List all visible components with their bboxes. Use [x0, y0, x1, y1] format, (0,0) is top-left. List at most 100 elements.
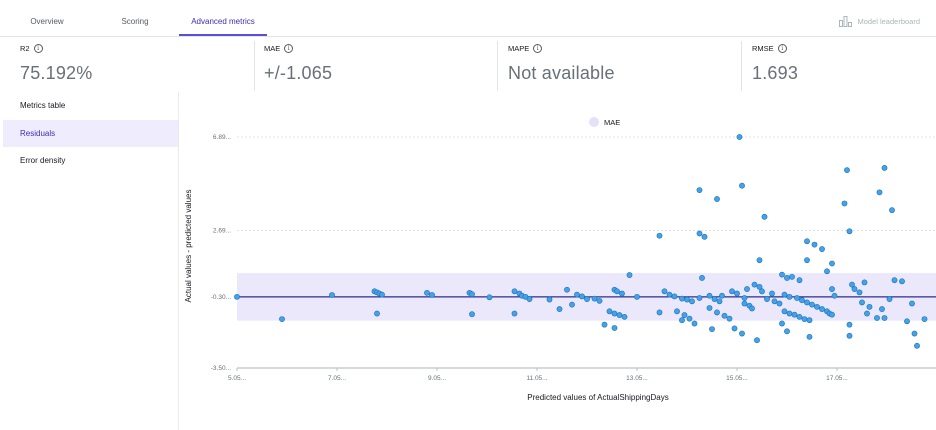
bar-chart-icon — [839, 15, 853, 27]
residual-point — [714, 196, 720, 202]
residual-point — [859, 299, 865, 306]
residual-point — [891, 277, 898, 284]
residual-point — [756, 283, 763, 290]
model-leaderboard-label: Model leaderboard — [857, 16, 920, 26]
sidebar-item-error-density[interactable]: Error density — [20, 156, 66, 165]
residual-point — [886, 296, 893, 302]
residual-point — [809, 301, 815, 308]
residual-point — [771, 298, 778, 305]
residual-point — [379, 291, 385, 298]
residual-point — [671, 293, 678, 300]
residual-point — [679, 317, 685, 324]
info-icon[interactable]: i — [33, 44, 43, 53]
sidebar-item-residuals[interactable]: Residuals — [3, 120, 178, 147]
y-tick-label: -3.50... — [211, 365, 231, 372]
residual-point — [626, 272, 633, 278]
residual-point — [696, 230, 703, 237]
residual-point — [511, 288, 518, 295]
residual-point — [374, 310, 380, 317]
residual-point — [721, 312, 728, 319]
residual-point — [796, 313, 803, 320]
residual-point — [689, 298, 695, 305]
x-tick-label: 13.05... — [626, 375, 648, 382]
metric-rmse-value: 1.693 — [752, 63, 799, 83]
residual-point — [686, 315, 693, 322]
residual-point — [656, 232, 663, 239]
y-axis-title: Actual values - predicted values — [184, 190, 193, 303]
residual-point — [279, 316, 285, 322]
residual-point — [879, 306, 885, 312]
residual-point — [666, 291, 673, 298]
residual-point — [814, 303, 820, 310]
residual-point — [526, 296, 533, 302]
x-tick-label: 11.05... — [526, 375, 547, 382]
residual-point — [429, 292, 435, 298]
residual-point — [784, 275, 790, 281]
model-leaderboard-button[interactable]: Model leaderboard — [839, 14, 920, 28]
residual-point — [769, 290, 775, 297]
residual-point — [829, 260, 835, 267]
residual-point — [611, 310, 618, 317]
residual-point — [621, 313, 628, 320]
residual-point — [789, 273, 795, 280]
residual-point — [754, 337, 760, 344]
residual-point — [486, 294, 493, 301]
x-tick-label: 17.05... — [826, 375, 848, 382]
tab-advanced-metrics[interactable]: Advanced metrics — [179, 0, 267, 36]
y-tick-label: -0.30... — [211, 294, 231, 301]
residual-point — [731, 325, 738, 332]
residual-point — [889, 207, 895, 214]
x-tick-label: 5.05... — [228, 375, 246, 382]
residual-point — [684, 296, 690, 303]
residual-point — [591, 295, 598, 302]
residual-point — [841, 200, 848, 207]
divider — [254, 41, 255, 91]
residual-point — [716, 298, 723, 305]
metric-mae: MAE i +/-1.065 — [264, 37, 484, 92]
residual-point — [614, 288, 620, 295]
residual-point — [909, 300, 915, 307]
residual-point — [619, 290, 625, 297]
residual-point — [779, 320, 785, 327]
tab-scoring[interactable]: Scoring — [121, 17, 149, 26]
residual-point — [579, 293, 585, 300]
x-tick-label: 9.05... — [428, 375, 446, 382]
residual-point — [899, 278, 905, 285]
metric-mae-label: MAE — [264, 44, 281, 53]
residual-point — [674, 308, 680, 315]
metric-r2-value: 75.192% — [20, 63, 93, 83]
info-icon[interactable]: i — [777, 44, 787, 53]
tab-overview[interactable]: Overview — [30, 17, 64, 26]
residual-point — [606, 308, 613, 315]
x-tick-label: 7.05... — [328, 375, 346, 382]
residual-point — [706, 305, 713, 311]
info-icon[interactable]: i — [284, 44, 294, 53]
residual-point — [794, 295, 800, 301]
metric-mae-value: +/-1.065 — [264, 63, 333, 83]
residual-point — [709, 326, 715, 332]
residual-point — [819, 246, 825, 252]
y-axis-ticks: -3.50... -0.30... 2.69... 6.89... — [211, 134, 231, 372]
info-icon[interactable]: i — [533, 44, 543, 53]
residual-point — [744, 286, 750, 292]
residual-point — [556, 306, 563, 312]
residual-point — [846, 332, 853, 339]
residual-point — [831, 292, 838, 299]
tab-bar: Overview Scoring Advanced metrics Model … — [0, 0, 936, 37]
sidebar-item-metrics-table[interactable]: Metrics table — [20, 101, 66, 110]
residual-point — [691, 320, 698, 327]
residual-point — [751, 281, 758, 288]
metric-r2: R2 i 75.192% — [20, 37, 240, 92]
divider — [497, 41, 498, 91]
residual-point — [701, 233, 708, 240]
y-tick-label: 6.89... — [213, 134, 231, 141]
residual-point — [776, 300, 783, 307]
residual-point — [601, 321, 608, 328]
residual-point — [469, 291, 475, 298]
residual-point — [779, 271, 785, 278]
residual-point — [424, 289, 430, 296]
residual-point — [681, 312, 688, 318]
metric-rmse-label: RMSE — [752, 44, 774, 53]
residual-point — [851, 286, 858, 292]
residual-point — [616, 312, 623, 318]
